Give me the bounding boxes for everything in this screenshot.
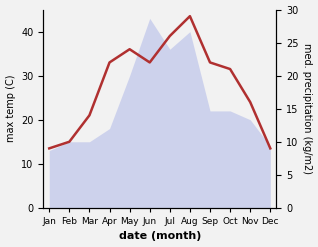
X-axis label: date (month): date (month) bbox=[119, 231, 201, 242]
Y-axis label: max temp (C): max temp (C) bbox=[5, 75, 16, 143]
Y-axis label: med. precipitation (kg/m2): med. precipitation (kg/m2) bbox=[302, 43, 313, 174]
